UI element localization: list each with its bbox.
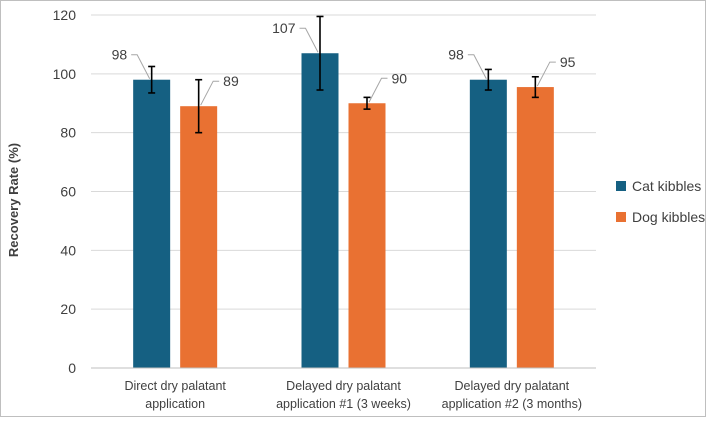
leader-line (131, 54, 151, 79)
legend-label: Dog kibbles (632, 209, 705, 225)
data-label: 98 (112, 47, 128, 63)
bar-dog-kibbles (180, 106, 218, 369)
data-label: 98 (448, 47, 464, 63)
bar-cat-kibbles (301, 53, 339, 368)
error-bars (148, 15, 539, 134)
legend: Cat kibbles Dog kibbles (616, 178, 705, 225)
data-label: 95 (560, 54, 576, 70)
x-tick-label: application (145, 397, 205, 411)
data-label: 90 (392, 70, 408, 86)
axes: 0 20 40 60 80 100 120 Direct dry palatant applic… (53, 7, 596, 411)
legend-swatch-dog-kibbles (616, 212, 626, 222)
bar-dog-kibbles (516, 87, 554, 368)
y-tick-label: 100 (53, 66, 77, 82)
y-tick-label: 60 (60, 184, 76, 200)
y-tick-label: 80 (60, 125, 76, 141)
y-tick-label: 0 (68, 360, 76, 376)
y-tick-label: 120 (53, 7, 77, 23)
x-tick-label: Delayed dry palatant (455, 379, 570, 393)
y-tick-label: 40 (60, 242, 76, 258)
x-tick-label: Direct dry palatant (124, 379, 226, 393)
gridlines (91, 14, 596, 310)
y-tick-label: 20 (60, 301, 76, 317)
legend-label: Cat kibbles (632, 178, 701, 194)
bar-cat-kibbles (133, 79, 171, 368)
data-label: 107 (272, 20, 296, 36)
leader-line (467, 54, 487, 79)
leader-line (200, 80, 220, 106)
bar-cat-kibbles (469, 79, 507, 368)
x-tick-label: Delayed dry palatant (286, 379, 401, 393)
leader-line (368, 77, 388, 103)
leader-line (299, 27, 319, 53)
data-label: 89 (223, 73, 239, 89)
legend-swatch-cat-kibbles (616, 181, 626, 191)
x-tick-label: application #2 (3 months) (442, 397, 582, 411)
leader-line (536, 61, 556, 87)
data-labels: 98 89 107 90 98 95 (112, 20, 576, 106)
bars (133, 53, 554, 369)
y-axis-title: Recovery Rate (%) (6, 143, 21, 257)
bar-dog-kibbles (348, 103, 386, 368)
x-tick-label: application #1 (3 weeks) (276, 397, 411, 411)
